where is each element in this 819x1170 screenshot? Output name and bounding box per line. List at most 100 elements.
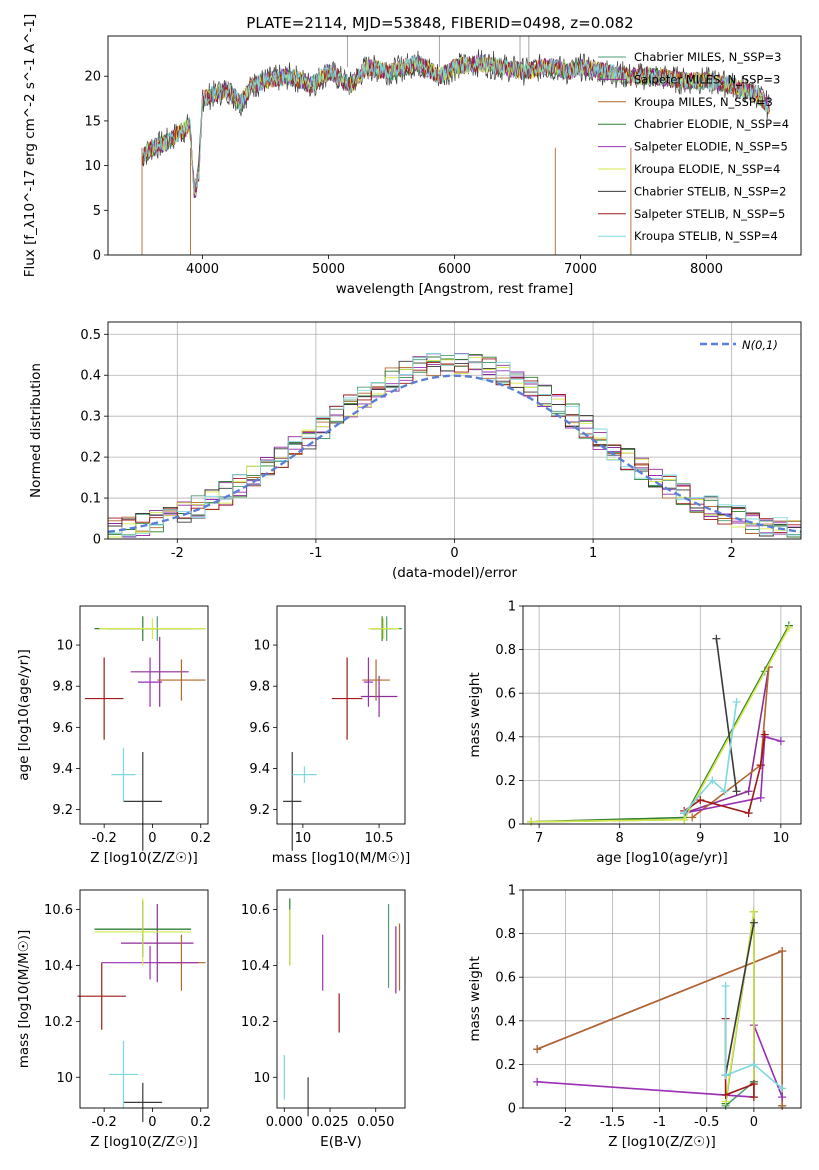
- x-tick-label: 6000: [438, 262, 471, 277]
- panel-mass-vs-Z: -0.2 0 0.2 10 10.2 10.4 10.6 Z [log10(Z/Z☉)] mas…: [16, 889, 211, 1150]
- axes-frame: [276, 605, 406, 825]
- y-axis-label: Flux [f_λ10^-17 erg cm^-2 s^-1 A^-1]: [22, 14, 38, 277]
- x-tick-label: 10: [773, 831, 790, 846]
- legend-label: Salpeter STELIB, N_SSP=5: [634, 207, 785, 221]
- panel-age-vs-mass: 10 10.5 9.2 9.4 9.6 9.8 10 mass [log10(M/M☉)]: [249, 605, 411, 866]
- y-tick-label: 1: [508, 884, 516, 899]
- legend-label: Kroupa ELODIE, N_SSP=4: [634, 162, 780, 176]
- legend-label: Chabrier ELODIE, N_SSP=4: [634, 117, 789, 131]
- axes-frame: [107, 35, 802, 256]
- legend-label: Kroupa STELIB, N_SSP=4: [634, 229, 778, 243]
- x-tick-label: 9: [696, 831, 704, 846]
- y-tick-label: 0.6: [495, 971, 516, 986]
- x-axis-label: Z [log10(Z/Z☉)]: [608, 1134, 716, 1150]
- y-tick-label: 15: [84, 114, 101, 129]
- y-tick-label: 10.4: [44, 959, 73, 974]
- normal-curve: [107, 374, 802, 533]
- y-tick-label: 9.4: [249, 762, 270, 777]
- weight-series: [715, 638, 738, 792]
- legend-label: Salpeter MILES, N_SSP=3: [634, 72, 780, 86]
- legend-label: N(0,1): [742, 338, 778, 352]
- y-tick-label: 0.5: [80, 328, 101, 343]
- y-tick-label: 5: [93, 204, 101, 219]
- spectrum-series: [141, 53, 770, 193]
- panel-residuals: -2 -1 0 1 2 0 0.1 0.2 0.3 0.4 0.5 (data-model)/erro…: [28, 321, 802, 581]
- y-tick-label: 10: [253, 639, 270, 654]
- y-tick-label: 9.4: [52, 762, 73, 777]
- y-tick-label: 0.8: [495, 927, 516, 942]
- panel-weight-vs-Z: -2 -1.5 -1 -0.5 0 0 0.2 0.4 0.6 0.8 1 Z [log10(Z/Z☉…: [467, 884, 802, 1150]
- y-tick-label: 0.4: [80, 369, 101, 384]
- x-tick-label: 0.000: [266, 1115, 303, 1130]
- x-tick-label: 5000: [312, 262, 345, 277]
- y-tick-label: 10.2: [44, 1015, 73, 1030]
- weight-series: [724, 985, 783, 1090]
- y-tick-label: 0.4: [495, 1014, 516, 1029]
- y-tick-label: 1: [508, 600, 516, 615]
- y-tick-label: 0.1: [80, 492, 101, 507]
- x-tick-label: 0.2: [190, 1115, 211, 1130]
- panel-weight-vs-age: 7 8 9 10 0 0.2 0.4 0.6 0.8 1 age [log10(age/yr)] ma…: [467, 600, 802, 866]
- x-tick-label: -1.5: [600, 1115, 625, 1130]
- y-tick-label: 10.6: [241, 903, 270, 918]
- x-axis-label: E(B-V): [320, 1134, 362, 1150]
- y-tick-label: 0.6: [495, 687, 516, 702]
- x-tick-label: 8: [616, 831, 624, 846]
- weight-series: [724, 922, 755, 1076]
- y-tick-label: 10: [56, 639, 73, 654]
- weight-series: [531, 625, 790, 823]
- axes-frame: [276, 889, 406, 1109]
- x-axis-label: wavelength [Angstrom, rest frame]: [336, 281, 574, 297]
- x-tick-label: 4000: [186, 262, 219, 277]
- x-tick-label: 0.050: [357, 1115, 394, 1130]
- y-axis-label: mass [log10(M/M☉)]: [16, 930, 32, 1069]
- weight-series: [531, 625, 790, 823]
- x-tick-label: 10.5: [365, 831, 394, 846]
- y-tick-label: 20: [84, 70, 101, 85]
- x-tick-label: -0.5: [694, 1115, 719, 1130]
- x-tick-label: -1: [653, 1115, 666, 1130]
- x-tick-label: -0.2: [91, 1115, 116, 1130]
- x-tick-label: -2: [171, 546, 184, 561]
- y-tick-label: 10.6: [44, 903, 73, 918]
- spectrum-series: [141, 49, 770, 199]
- y-tick-label: 0: [508, 1102, 516, 1117]
- y-tick-label: 10.2: [241, 1015, 270, 1030]
- y-tick-label: 10: [84, 159, 101, 174]
- x-tick-label: 0: [450, 546, 458, 561]
- y-tick-label: 9.2: [52, 803, 73, 818]
- y-tick-label: 0: [508, 818, 516, 833]
- weight-series: [531, 627, 790, 823]
- x-axis-label: mass [log10(M/M☉)]: [272, 850, 411, 866]
- panel-age-vs-Z: -0.2 0 0.2 9.2 9.4 9.6 9.8 10 Z [log10(Z/Z☉)] age…: [16, 605, 211, 866]
- x-tick-label: 0.025: [311, 1115, 348, 1130]
- x-tick-label: 7000: [564, 262, 597, 277]
- histogram-series: [108, 353, 801, 537]
- y-tick-label: 9.8: [249, 680, 270, 695]
- x-axis-label: (data-model)/error: [392, 565, 518, 581]
- x-tick-label: 1: [589, 546, 597, 561]
- y-tick-label: 0: [93, 533, 101, 548]
- x-axis-label: age [log10(age/yr)]: [596, 850, 728, 866]
- x-tick-label: 2: [728, 546, 736, 561]
- x-tick-label: -2: [559, 1115, 572, 1130]
- legend-label: Chabrier STELIB, N_SSP=2: [634, 184, 786, 198]
- axes-frame: [522, 889, 802, 1109]
- panel-spectrum: 4000 5000 6000 7000 8000 0 5 10 15 20 wavelength […: [22, 14, 802, 297]
- x-tick-label: 0: [148, 1115, 156, 1130]
- figure-title: PLATE=2114, MJD=53848, FIBERID=0498, z=0…: [246, 14, 633, 32]
- axes-frame: [107, 321, 802, 540]
- y-tick-label: 0.2: [495, 1058, 516, 1073]
- weight-series: [683, 701, 738, 814]
- x-tick-label: 7: [535, 831, 543, 846]
- y-tick-label: 0.2: [495, 774, 516, 789]
- x-tick-label: 10: [295, 831, 312, 846]
- spectrum-series: [141, 55, 770, 197]
- x-axis-label: Z [log10(Z/Z☉)]: [90, 850, 198, 866]
- axes-frame: [79, 605, 209, 825]
- y-axis-label: mass weight: [467, 672, 483, 757]
- x-axis-label: Z [log10(Z/Z☉)]: [90, 1134, 198, 1150]
- y-tick-label: 0: [93, 249, 101, 264]
- y-tick-label: 10: [56, 1071, 73, 1086]
